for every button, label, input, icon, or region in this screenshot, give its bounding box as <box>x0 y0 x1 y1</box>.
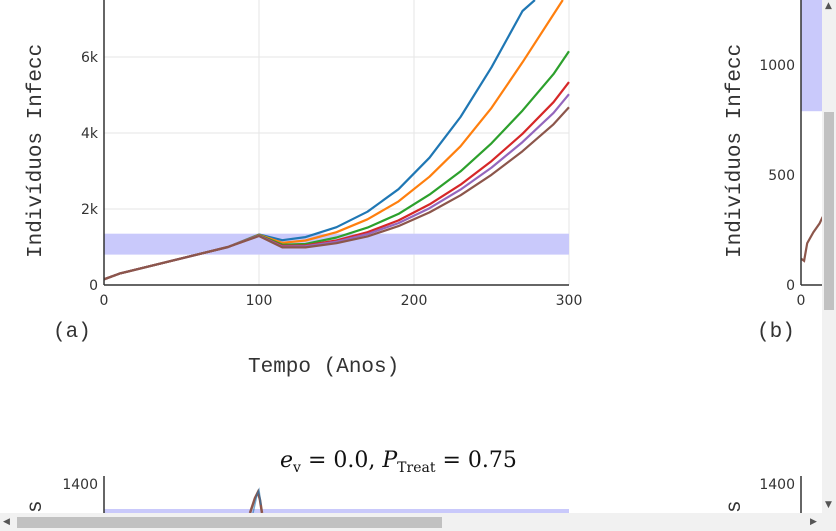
x-tick-label: 100 <box>246 293 273 309</box>
y-tick-label: 1000 <box>759 58 795 74</box>
panel-c-series-spike-2 <box>252 487 262 513</box>
y-tick-label: 500 <box>768 168 795 184</box>
panel-a-y-label: Indivíduos Infecc <box>25 44 48 258</box>
chart-viewport: 0 100 200 300 0 2k 4k 6k Indivíduos Infecc (a) … <box>25 0 822 513</box>
scrollbar-corner <box>822 513 836 531</box>
panel-c-y-label: s <box>25 500 48 513</box>
panel-d: 1400 s <box>724 476 802 513</box>
panel-c: ev = 0.0, PTreat = 0.75 1400 s <box>25 448 569 513</box>
panel-c-threshold-band <box>104 509 569 513</box>
panel-d-y-label: s <box>724 500 747 513</box>
y-tick-label: 6k <box>81 50 99 66</box>
y-tick-label: 0 <box>786 278 795 294</box>
panel-a-label: (a) <box>53 321 91 344</box>
scroll-down-arrow-icon[interactable]: ▼ <box>825 500 832 510</box>
x-tick-label: 200 <box>401 293 428 309</box>
y-tick-label: 4k <box>81 126 99 142</box>
panel-b-series-line-0 <box>800 216 822 263</box>
x-tick-label: 0 <box>797 293 806 309</box>
x-tick-label: 300 <box>556 293 583 309</box>
panel-b-threshold-band <box>801 0 822 112</box>
panel-b-series <box>800 216 822 263</box>
scroll-left-arrow-icon[interactable]: ◀ <box>3 517 10 527</box>
panel-b-y-label: Indivíduos Infecc <box>724 44 747 258</box>
panel-b-ticks: 00 500 1000 <box>759 58 805 309</box>
panel-a-grid <box>104 0 570 285</box>
series-line-5 <box>103 106 570 281</box>
vertical-scroll-thumb[interactable] <box>824 112 834 310</box>
panel-a-ticks: 0 100 200 300 0 2k 4k 6k <box>81 50 582 309</box>
y-tick-label: 0 <box>89 278 98 294</box>
horizontal-scrollbar[interactable]: ◀ ▶ <box>0 513 822 531</box>
y-tick-label: 2k <box>81 202 99 218</box>
scroll-right-arrow-icon[interactable]: ▶ <box>810 517 817 527</box>
panel-a-x-label: Tempo (Anos) <box>248 356 399 379</box>
x-tick-label: 0 <box>100 293 109 309</box>
panel-a-series <box>103 0 570 281</box>
panel-b-label: (b) <box>757 321 795 344</box>
vertical-scrollbar[interactable]: ▲ ▼ <box>822 0 836 513</box>
panel-c-title: ev = 0.0, PTreat = 0.75 <box>280 448 517 476</box>
scroll-up-arrow-icon[interactable]: ▲ <box>825 1 832 11</box>
panel-b: 00 500 1000 Indivíduos Infecc (b) <box>724 0 822 344</box>
panel-c-y-tick: 1400 <box>62 477 98 493</box>
panel-d-y-tick: 1400 <box>759 477 795 493</box>
horizontal-scroll-thumb[interactable] <box>17 517 442 528</box>
